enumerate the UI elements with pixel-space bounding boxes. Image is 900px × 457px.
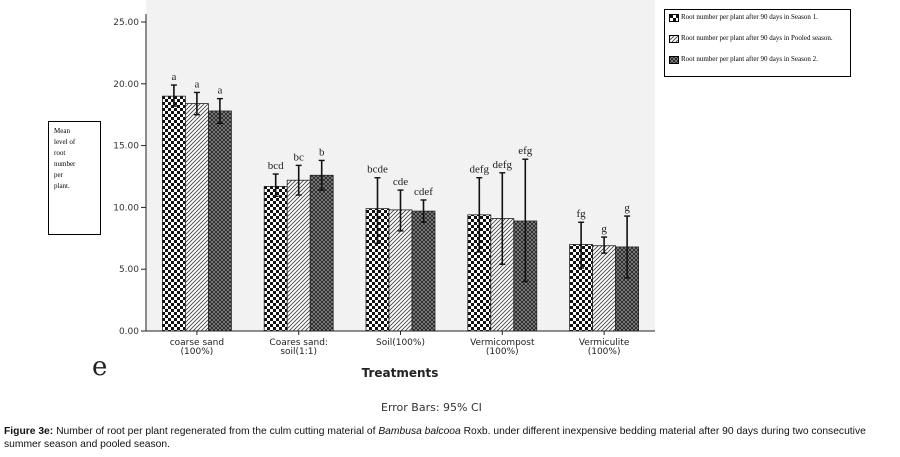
legend-swatch-diagonal bbox=[669, 35, 679, 43]
bar bbox=[207, 110, 232, 332]
y-axis-title-line: root bbox=[54, 149, 66, 157]
caption-label: Figure 3e: bbox=[4, 426, 54, 437]
legend-label: Root number per plant after 90 days in S… bbox=[681, 55, 818, 63]
caption-species: Bambusa balcooa bbox=[378, 426, 461, 437]
significance-letter: bcde bbox=[367, 164, 388, 176]
y-axis-title-line: number bbox=[54, 160, 76, 168]
x-tick-label: (100%) bbox=[181, 347, 214, 357]
legend-swatch-crosshatch bbox=[669, 56, 679, 64]
bar bbox=[263, 185, 288, 332]
y-tick-label: 20.00 bbox=[113, 80, 139, 90]
significance-letter: defg bbox=[470, 164, 490, 176]
legend-label: Root number per plant after 90 days in S… bbox=[681, 13, 818, 21]
y-axis-title-line: Mean bbox=[54, 127, 70, 135]
bar bbox=[592, 245, 616, 332]
error-bars-note: Error Bars: 95% CI bbox=[381, 401, 482, 414]
y-tick-label: 10.00 bbox=[113, 203, 139, 213]
x-axis-title: Treatments bbox=[362, 366, 439, 380]
legend-swatch-checker bbox=[669, 14, 679, 22]
significance-letter: fg bbox=[577, 208, 587, 220]
x-tick-label: (100%) bbox=[588, 347, 621, 357]
x-tick-label: Vermiculite bbox=[579, 338, 630, 348]
y-axis-title-box: Mean level of root number per plant. bbox=[48, 121, 101, 235]
legend: Root number per plant after 90 days in S… bbox=[664, 9, 851, 77]
x-tick-label: Soil(100%) bbox=[376, 338, 425, 348]
bar bbox=[161, 95, 186, 332]
x-tick-label: coarse sand bbox=[170, 338, 224, 348]
significance-letter: b bbox=[319, 146, 325, 158]
y-axis: 0.00 5.00 10.00 15.00 20.00 25.00 bbox=[113, 14, 147, 337]
x-axis: coarse sand(100%)Coares sand:soil(1:1)So… bbox=[146, 330, 655, 357]
bar bbox=[309, 174, 334, 332]
legend-label: Root number per plant after 90 days in P… bbox=[681, 34, 833, 42]
x-tick-label: Vermicompost bbox=[470, 338, 535, 348]
significance-letter: a bbox=[171, 71, 176, 83]
y-tick-label: 15.00 bbox=[113, 142, 139, 152]
caption-text: Number of root per plant regenerated fro… bbox=[53, 426, 379, 437]
caption-text: Roxb. under different inexpensive beddin… bbox=[4, 426, 866, 450]
y-tick-label: 5.00 bbox=[119, 265, 139, 275]
error-bars bbox=[170, 84, 631, 283]
y-axis-title-line: plant. bbox=[54, 182, 70, 190]
x-tick-label: Coares sand: bbox=[269, 338, 328, 348]
bar bbox=[184, 103, 209, 332]
significance-letter: g bbox=[601, 223, 607, 235]
panel-letter: e bbox=[92, 352, 108, 382]
significance-letter: cdef bbox=[414, 186, 433, 198]
significance-letter: efg bbox=[518, 145, 533, 157]
significance-letter: defg bbox=[493, 159, 513, 171]
significance-letter: a bbox=[217, 85, 222, 97]
y-axis-title-line: per bbox=[54, 171, 63, 179]
bars bbox=[161, 95, 639, 332]
y-tick-label: 25.00 bbox=[113, 18, 139, 28]
significance-letter: bc bbox=[294, 151, 305, 163]
y-tick-label: 0.00 bbox=[119, 327, 139, 337]
significance-letter: g bbox=[624, 202, 630, 214]
y-axis-title: Mean level of root number per plant. bbox=[54, 126, 98, 192]
y-axis-title-line: level of bbox=[54, 138, 76, 146]
significance-letter: bcd bbox=[268, 160, 284, 172]
x-tick-label: (100%) bbox=[486, 347, 519, 357]
x-tick-label: soil(1:1) bbox=[280, 347, 317, 357]
significance-letter: cde bbox=[393, 176, 408, 188]
bar bbox=[286, 179, 311, 332]
figure-caption: Figure 3e: Number of root per plant rege… bbox=[4, 425, 896, 451]
significance-letter: a bbox=[194, 78, 199, 90]
bar bbox=[411, 210, 436, 332]
